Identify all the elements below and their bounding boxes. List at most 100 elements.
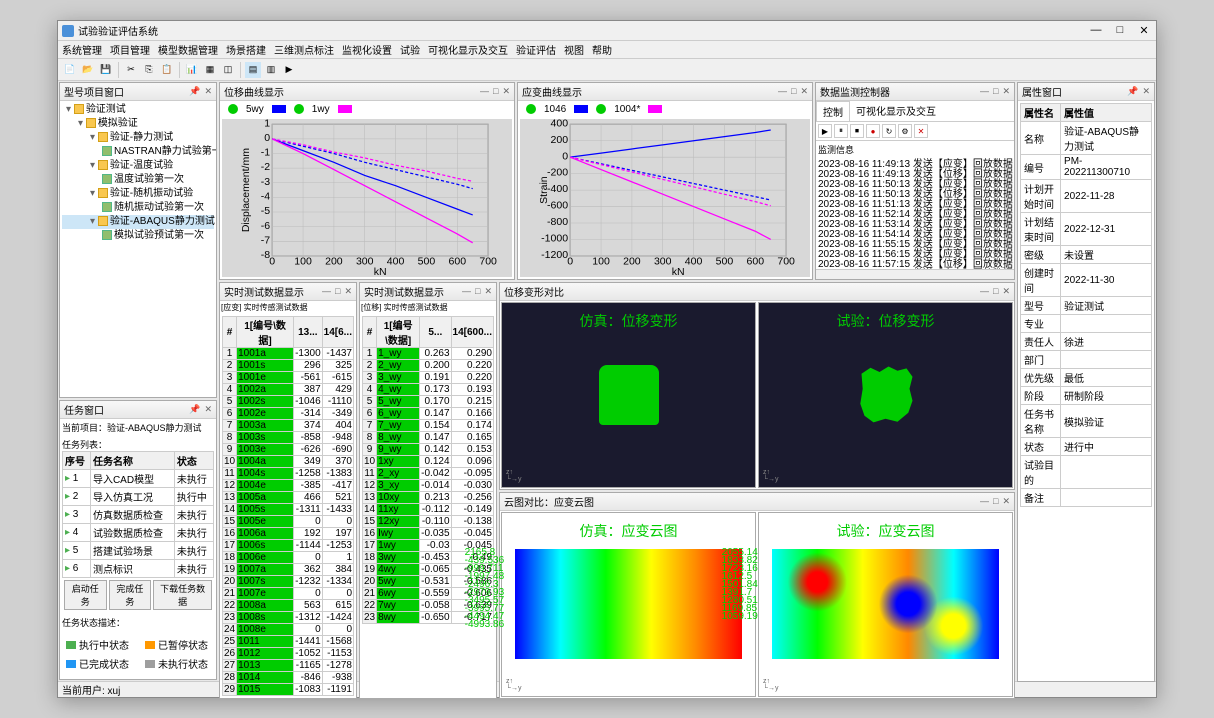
- table-row[interactable]: 181006e01: [223, 552, 354, 564]
- property-row[interactable]: 部门: [1021, 351, 1152, 369]
- property-row[interactable]: 任务书名称模拟验证: [1021, 405, 1152, 438]
- property-row[interactable]: 责任人徐进: [1021, 333, 1152, 351]
- task-button[interactable]: 启动任务: [64, 580, 107, 610]
- menu-item[interactable]: 可视化显示及交互: [428, 42, 508, 57]
- panel-pin-icon[interactable]: 📌: [189, 86, 200, 97]
- monitor-tab[interactable]: 可视化显示及交互: [850, 101, 942, 121]
- menu-item[interactable]: 场景搭建: [226, 42, 266, 57]
- tree-item[interactable]: 随机振动试验第一次: [62, 201, 214, 215]
- viz2-right[interactable]: 试验：应变云图 2055.141833.821723.161612.51501.…: [758, 512, 1013, 698]
- tree-item[interactable]: ▾ 验证-随机振动试验: [62, 187, 214, 201]
- table-row[interactable]: 71003a374404: [223, 420, 354, 432]
- property-row[interactable]: 型号验证测试: [1021, 297, 1152, 315]
- tree-item[interactable]: 温度试验第一次: [62, 173, 214, 187]
- panel-close-icon[interactable]: ✕: [204, 86, 212, 97]
- panel-close-icon[interactable]: ✕: [1002, 86, 1010, 97]
- table-row[interactable]: 51002s-1046-1110: [223, 396, 354, 408]
- viz1-left[interactable]: 仿真：位移变形 z↑└→y: [501, 302, 756, 488]
- menu-item[interactable]: 帮助: [592, 42, 612, 57]
- table-row[interactable]: ▸ 1导入CAD模型未执行: [63, 470, 214, 488]
- panel-max-icon[interactable]: □: [993, 86, 998, 97]
- panel-max-icon[interactable]: □: [493, 86, 498, 97]
- tb-play-icon[interactable]: ▶: [281, 62, 297, 78]
- table-row[interactable]: 1411xy-0.112-0.149: [363, 504, 494, 516]
- table-row[interactable]: 191007a362384: [223, 564, 354, 576]
- menu-item[interactable]: 模型数据管理: [158, 42, 218, 57]
- property-row[interactable]: 优先级最低: [1021, 369, 1152, 387]
- tb-tile-icon[interactable]: ▤: [245, 62, 261, 78]
- menu-item[interactable]: 项目管理: [110, 42, 150, 57]
- task-button[interactable]: 完成任务: [109, 580, 152, 610]
- mon-delete-icon[interactable]: ✕: [914, 124, 928, 138]
- table-row[interactable]: 112_xy-0.042-0.095: [363, 468, 494, 480]
- table-row[interactable]: 99_wy0.1420.153: [363, 444, 494, 456]
- panel-pin-icon[interactable]: 📌: [1127, 86, 1138, 97]
- table-row[interactable]: 16Iwy-0.035-0.045: [363, 528, 494, 540]
- tb-chart-icon[interactable]: 📊: [184, 62, 200, 78]
- table-row[interactable]: 123_xy-0.014-0.030: [363, 480, 494, 492]
- table-row[interactable]: 261012-1052-1153: [223, 648, 354, 660]
- menu-item[interactable]: 试验: [400, 42, 420, 57]
- table-row[interactable]: 151005e00: [223, 516, 354, 528]
- property-row[interactable]: 计划结束时间2022-12-31: [1021, 213, 1152, 246]
- property-row[interactable]: 密级未设置: [1021, 246, 1152, 264]
- table-row[interactable]: 251011-1441-1568: [223, 636, 354, 648]
- tree-item[interactable]: NASTRAN静力试验第一次: [62, 145, 214, 159]
- property-row[interactable]: 试验目的: [1021, 456, 1152, 489]
- tb-paste-icon[interactable]: 📋: [159, 62, 175, 78]
- table-row[interactable]: 221008a563615: [223, 600, 354, 612]
- monitor-tab[interactable]: 控制: [816, 101, 850, 121]
- table-row[interactable]: 11_wy0.2630.290: [363, 348, 494, 360]
- minimize-button[interactable]: —: [1088, 24, 1104, 37]
- table-row[interactable]: 211007e00: [223, 588, 354, 600]
- table-row[interactable]: 55_wy0.1700.215: [363, 396, 494, 408]
- menu-item[interactable]: 系统管理: [62, 42, 102, 57]
- table-row[interactable]: 81003s-858-948: [223, 432, 354, 444]
- tb-grid-icon[interactable]: ▦: [202, 62, 218, 78]
- mon-rec-icon[interactable]: ●: [866, 124, 880, 138]
- task-button[interactable]: 下载任务数据: [153, 580, 212, 610]
- mon-pause-icon[interactable]: ⏸: [834, 124, 848, 138]
- tree-item[interactable]: 模拟试验预试第一次: [62, 229, 214, 243]
- table-row[interactable]: 77_wy0.1540.174: [363, 420, 494, 432]
- table-row[interactable]: 101xy0.1240.096: [363, 456, 494, 468]
- table-row[interactable]: 1310xy0.213-0.256: [363, 492, 494, 504]
- tb-copy-icon[interactable]: ⎘: [141, 62, 157, 78]
- table-row[interactable]: 11001a-1300-1437: [223, 348, 354, 360]
- task-table[interactable]: 序号任务名称状态▸ 1导入CAD模型未执行▸ 2导入仿真工况执行中▸ 3仿真数据…: [62, 451, 214, 578]
- property-row[interactable]: 编号PM-202211300710: [1021, 155, 1152, 180]
- property-row[interactable]: 创建时间2022-11-30: [1021, 264, 1152, 297]
- tree-item[interactable]: ▾ 验证-ABAQUS静力测试: [62, 215, 214, 229]
- menu-item[interactable]: 监视化设置: [342, 42, 392, 57]
- tb-cascade-icon[interactable]: ▥: [263, 62, 279, 78]
- table-row[interactable]: 141005s-1311-1433: [223, 504, 354, 516]
- property-row[interactable]: 专业: [1021, 315, 1152, 333]
- tree-item[interactable]: ▾ 模拟验证: [62, 117, 214, 131]
- table-row[interactable]: 111004s-1258-1383: [223, 468, 354, 480]
- scrollbar[interactable]: [816, 269, 1014, 279]
- table-row[interactable]: ▸ 2导入仿真工况执行中: [63, 488, 214, 506]
- panel-close-icon[interactable]: ✕: [502, 86, 510, 97]
- table-row[interactable]: 44_wy0.1730.193: [363, 384, 494, 396]
- viz2-left[interactable]: 仿真：应变云图 2165.8-439.536-999.711-1997.48-2…: [501, 512, 756, 698]
- table-row[interactable]: 271013-1165-1278: [223, 660, 354, 672]
- table-row[interactable]: 33_wy0.1910.220: [363, 372, 494, 384]
- panel-close-icon[interactable]: ✕: [1142, 86, 1150, 97]
- table-row[interactable]: ▸ 3仿真数据质检查未执行: [63, 506, 214, 524]
- panel-close-icon[interactable]: ✕: [800, 86, 808, 97]
- property-table[interactable]: 属性名属性值名称验证-ABAQUS静力测试编号PM-202211300710计划…: [1020, 103, 1152, 507]
- viz1-right[interactable]: 试验：位移变形 z↑└→y: [758, 302, 1013, 488]
- table-row[interactable]: 66_wy0.1470.166: [363, 408, 494, 420]
- table-row[interactable]: 201007s-1232-1334: [223, 576, 354, 588]
- tb-save-icon[interactable]: 💾: [98, 62, 114, 78]
- panel-min-icon[interactable]: —: [480, 86, 489, 97]
- panel-min-icon[interactable]: —: [778, 86, 787, 97]
- property-row[interactable]: 阶段研制阶段: [1021, 387, 1152, 405]
- panel-close-icon[interactable]: ✕: [204, 404, 212, 415]
- data-table1[interactable]: #1[编号\数据]13...14[6...11001a-1300-1437210…: [222, 316, 354, 696]
- table-row[interactable]: 121004e-385-417: [223, 480, 354, 492]
- tb-open-icon[interactable]: 📂: [80, 62, 96, 78]
- tree-item[interactable]: ▾ 验证-静力测试: [62, 131, 214, 145]
- table-row[interactable]: 171006s-1144-1253: [223, 540, 354, 552]
- tb-new-icon[interactable]: 📄: [62, 62, 78, 78]
